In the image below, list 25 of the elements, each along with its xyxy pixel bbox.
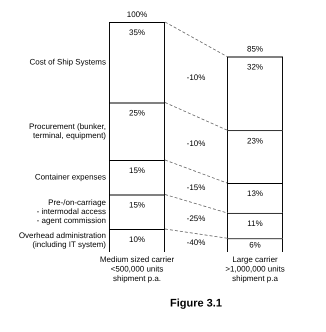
data-label: 23% [246,136,264,146]
data-label: 15% [128,200,146,210]
total-label: 100% [126,10,148,20]
data-label: 35% [128,28,146,38]
data-label: 32% [246,62,264,72]
data-label: 25% [128,108,146,118]
data-label: 13% [246,189,264,198]
series-label: Procurement (bunker, terminal, equipment) [29,122,106,140]
total-label: 85% [246,44,264,54]
x-tick-label: Large carrier >1,000,000 units shipment p.a [225,255,285,284]
series-label: Pre-/on-carriage - intermodal access - agent commission [32,198,107,225]
annotation: -10% [186,72,206,82]
annotation: -10% [186,139,206,148]
series-label: Container expenses [34,172,106,182]
annotation: -40% [186,238,206,248]
data-label: 6% [249,240,261,250]
data-label: 11% [247,219,263,228]
series-label: Cost of Ship Systems [29,57,106,66]
annotation: -15% [186,182,206,192]
series-label: Overhead administration (including IT system) [18,231,106,250]
text: Figure 3.1 [170,297,222,310]
data-label: 10% [128,235,146,244]
data-label: 15% [128,166,146,176]
x-tick-label: Medium sized carrier <500,000 units shipment p.a. [100,255,174,284]
annotation: -25% [186,214,206,223]
